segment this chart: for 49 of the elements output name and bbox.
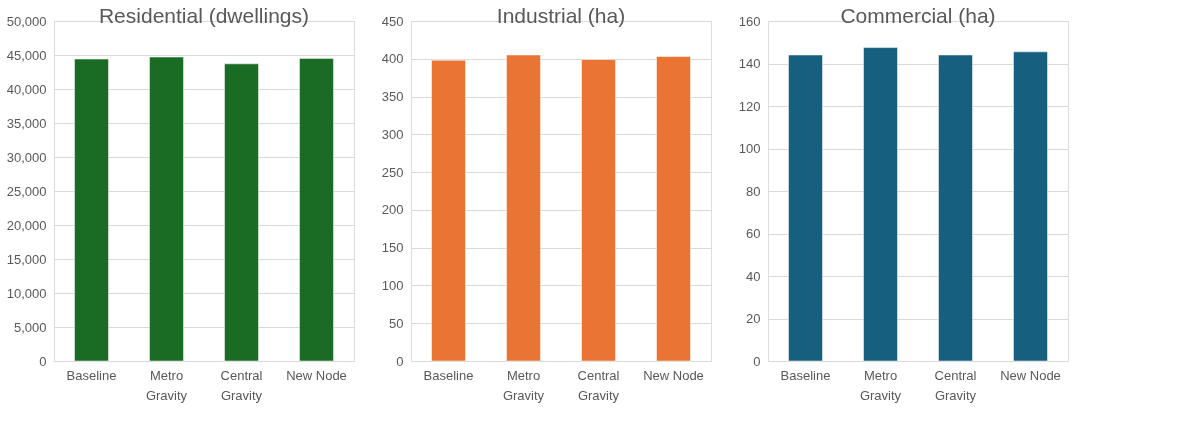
x-tick-label: Baseline	[780, 367, 831, 383]
x-tick-label: Baseline	[66, 367, 117, 383]
bar	[74, 58, 109, 362]
x-tick-label: Baseline	[423, 367, 474, 383]
y-tick-label: 400	[381, 51, 404, 67]
x-tick-label: Metro Gravity	[502, 367, 545, 403]
y-tick-label: 150	[381, 240, 404, 256]
y-tick-label: 250	[381, 164, 404, 180]
x-tick-label: Metro Gravity	[145, 367, 188, 403]
x-tick-label: New Node	[1000, 367, 1061, 383]
y-tick-label: 10,000	[6, 285, 47, 301]
y-tick-label: 80	[746, 183, 761, 199]
y-tick-label: 50	[389, 315, 404, 331]
y-tick-label: 45,000	[6, 47, 47, 63]
y-tick-label: 100	[738, 141, 761, 156]
chart-title: Commercial (ha)	[840, 4, 996, 27]
y-tick-label: 20	[746, 311, 761, 326]
y-tick-label: 160	[738, 13, 761, 29]
y-tick-label: 100	[381, 277, 404, 293]
y-tick-label: 30,000	[6, 149, 47, 165]
x-tick-label: Central Gravity	[934, 367, 977, 403]
y-tick-label: 350	[381, 89, 404, 105]
y-tick-label: 300	[381, 126, 404, 142]
y-tick-label: 20,000	[6, 217, 47, 233]
y-tick-label: 40	[746, 268, 761, 284]
y-tick-label: 200	[381, 202, 404, 218]
x-tick-label: New Node	[643, 367, 704, 383]
y-tick-label: 25,000	[6, 183, 47, 199]
y-tick-label: 0	[39, 353, 47, 369]
x-tick-label: Central Gravity	[220, 367, 263, 403]
y-tick-label: 140	[738, 56, 761, 71]
y-tick-label: 15,000	[6, 251, 47, 267]
y-tick-label: 0	[753, 353, 761, 369]
y-tick-label: 450	[381, 13, 404, 29]
x-tick-label: New Node	[286, 367, 347, 383]
y-tick-label: 5,000	[13, 319, 47, 335]
chart-title: Industrial (ha)	[496, 4, 626, 27]
y-tick-label: 50,000	[6, 13, 47, 29]
x-tick-label: Metro Gravity	[859, 367, 902, 403]
bar	[299, 58, 334, 362]
y-tick-label: 120	[738, 98, 761, 114]
y-tick-label: 35,000	[6, 115, 47, 131]
bar	[224, 63, 259, 362]
y-tick-label: 60	[746, 226, 761, 241]
bar	[149, 56, 184, 362]
x-tick-label: Central Gravity	[577, 367, 620, 403]
chart-title: Residential (dwellings)	[98, 4, 310, 27]
y-tick-label: 0	[396, 353, 404, 369]
y-tick-label: 40,000	[6, 81, 47, 97]
